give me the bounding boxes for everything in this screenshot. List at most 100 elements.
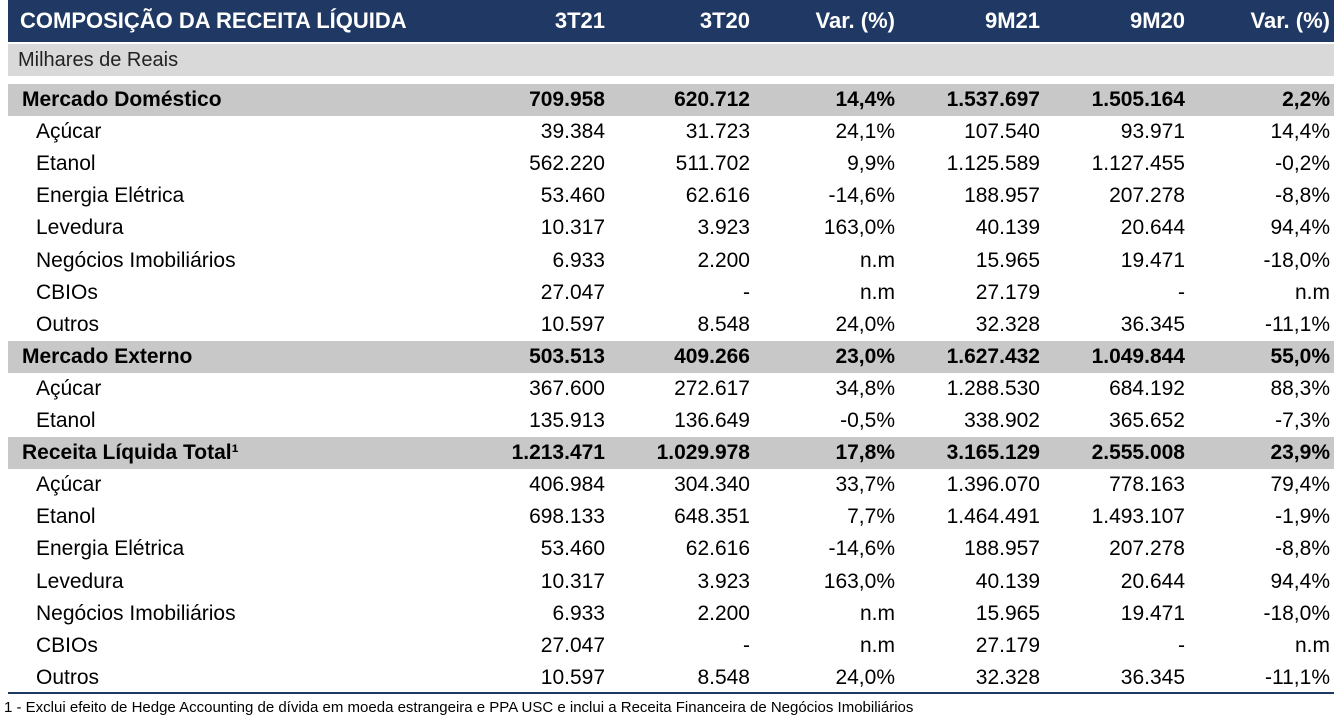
value-cell: -8,8% bbox=[1275, 184, 1330, 208]
value-cell: 272.617 bbox=[674, 376, 750, 400]
value-cell: 9,9% bbox=[847, 152, 895, 176]
item-row: CBIOs 27.047 - n.m 27.179 - n.m bbox=[8, 277, 1334, 309]
value-cell: 27.179 bbox=[975, 633, 1040, 657]
value-cell: 684.192 bbox=[1109, 376, 1185, 400]
value-cell: 6.933 bbox=[552, 248, 605, 272]
value-cell: 10.317 bbox=[540, 216, 605, 240]
value-cell: 10.317 bbox=[540, 569, 605, 593]
value-cell: 33,7% bbox=[835, 473, 895, 497]
item-row: Negócios Imobiliários 6.933 2.200 n.m 15.965… bbox=[8, 598, 1334, 630]
item-row: Etanol 562.220 511.702 9,9% 1.125.589 1.127.4… bbox=[8, 148, 1334, 180]
value-cell: 34,8% bbox=[835, 376, 895, 400]
value-cell: 14,4% bbox=[1270, 120, 1330, 144]
value-cell: 365.652 bbox=[1109, 409, 1185, 433]
value-cell: 163,0% bbox=[823, 216, 895, 240]
footnote: 1 - Exclui efeito de Hedge Accounting de… bbox=[4, 699, 914, 716]
value-cell: 367.600 bbox=[529, 376, 605, 400]
value-cell: 8.548 bbox=[697, 665, 750, 689]
section-label: Mercado Externo bbox=[22, 344, 193, 368]
value-cell: 1.049.844 bbox=[1091, 344, 1185, 368]
value-cell: 32.328 bbox=[975, 312, 1040, 336]
unit-label: Milhares de Reais bbox=[18, 48, 179, 71]
header-cell: 3T21 bbox=[554, 8, 605, 33]
value-cell: 24,0% bbox=[835, 312, 895, 336]
value-cell: 62.616 bbox=[685, 537, 750, 561]
value-cell: 709.958 bbox=[529, 88, 605, 112]
value-cell: 53.460 bbox=[540, 537, 605, 561]
value-cell: -14,6% bbox=[828, 537, 895, 561]
value-cell: 27.047 bbox=[540, 633, 605, 657]
footer-rule bbox=[8, 692, 1334, 694]
value-cell: 53.460 bbox=[540, 184, 605, 208]
value-cell: 1.464.491 bbox=[946, 505, 1040, 529]
value-cell: 94,4% bbox=[1270, 569, 1330, 593]
value-cell: 1.029.978 bbox=[656, 441, 750, 465]
value-cell: n.m bbox=[1294, 280, 1330, 304]
item-row: Açúcar 406.984 304.340 33,7% 1.396.070 778.16… bbox=[8, 469, 1334, 501]
value-cell: 1.627.432 bbox=[946, 344, 1040, 368]
value-cell: 406.984 bbox=[529, 473, 605, 497]
value-cell: 2.200 bbox=[697, 601, 750, 625]
value-cell: -18,0% bbox=[1263, 248, 1330, 272]
value-cell: 207.278 bbox=[1109, 537, 1185, 561]
value-cell: -11,1% bbox=[1265, 312, 1330, 336]
value-cell: 511.702 bbox=[675, 152, 750, 176]
item-label: Etanol bbox=[36, 505, 96, 529]
item-label: Outros bbox=[36, 312, 100, 336]
item-row: Açúcar 367.600 272.617 34,8% 1.288.530 684.19… bbox=[8, 373, 1334, 405]
value-cell: 40.139 bbox=[975, 569, 1040, 593]
value-cell: 163,0% bbox=[823, 569, 895, 593]
item-row: Outros 10.597 8.548 24,0% 32.328 36.345 -11,1% bbox=[8, 309, 1334, 341]
item-row: Etanol 698.133 648.351 7,7% 1.464.491 1.493.1… bbox=[8, 501, 1334, 533]
item-label: Energia Elétrica bbox=[36, 184, 185, 208]
value-cell: n.m bbox=[859, 280, 895, 304]
item-label: Outros bbox=[36, 665, 100, 689]
section-label: Receita Líquida Total¹ bbox=[22, 441, 239, 465]
value-cell: 27.047 bbox=[540, 280, 605, 304]
value-cell: 19.471 bbox=[1120, 248, 1185, 272]
item-label: Energia Elétrica bbox=[36, 537, 185, 561]
section-row: Mercado Doméstico 709.958 620.712 14,4% 1.53… bbox=[8, 84, 1334, 117]
value-cell: 503.513 bbox=[529, 344, 605, 368]
value-cell: 1.125.589 bbox=[946, 152, 1040, 176]
value-cell: 31.723 bbox=[685, 120, 750, 144]
item-label: Negócios Imobiliários bbox=[36, 601, 236, 625]
value-cell: n.m bbox=[859, 601, 895, 625]
value-cell: 23,9% bbox=[1270, 441, 1330, 465]
value-cell: - bbox=[743, 633, 750, 657]
value-cell: 20.644 bbox=[1120, 569, 1185, 593]
value-cell: 93.971 bbox=[1120, 120, 1185, 144]
value-cell: 304.340 bbox=[674, 473, 750, 497]
value-cell: n.m bbox=[859, 248, 895, 272]
value-cell: 648.351 bbox=[674, 505, 750, 529]
value-cell: 3.165.129 bbox=[946, 441, 1040, 465]
value-cell: 3.923 bbox=[697, 569, 750, 593]
value-cell: 188.957 bbox=[964, 184, 1040, 208]
value-cell: 39.384 bbox=[540, 120, 605, 144]
value-cell: 3.923 bbox=[697, 216, 750, 240]
value-cell: 698.133 bbox=[529, 505, 605, 529]
value-cell: -11,1% bbox=[1265, 665, 1330, 689]
value-cell: 6.933 bbox=[552, 601, 605, 625]
value-cell: 2,2% bbox=[1282, 88, 1330, 112]
value-cell: 7,7% bbox=[847, 505, 895, 529]
value-cell: 24,0% bbox=[835, 665, 895, 689]
value-cell: 136.649 bbox=[674, 409, 750, 433]
value-cell: 36.345 bbox=[1120, 312, 1185, 336]
value-cell: 207.278 bbox=[1109, 184, 1185, 208]
value-cell: 36.345 bbox=[1120, 665, 1185, 689]
item-label: Açúcar bbox=[36, 376, 102, 400]
value-cell: -8,8% bbox=[1275, 537, 1330, 561]
value-cell: 23,0% bbox=[835, 344, 895, 368]
item-row: Açúcar 39.384 31.723 24,1% 107.540 93.971 14,4… bbox=[8, 116, 1334, 148]
value-cell: 10.597 bbox=[540, 312, 605, 336]
value-cell: 2.200 bbox=[697, 248, 750, 272]
header-cell: 3T20 bbox=[699, 8, 750, 33]
value-cell: -14,6% bbox=[828, 184, 895, 208]
value-cell: 1.537.697 bbox=[946, 88, 1040, 112]
header-row: COMPOSIÇÃO DA RECEITA LÍQUIDA 3T21 3T20 Var… bbox=[8, 0, 1334, 42]
item-row: Etanol 135.913 136.649 -0,5% 338.902 365.652 -… bbox=[8, 405, 1334, 437]
unit-row: Milhares de Reais bbox=[8, 44, 1334, 76]
section-row: Mercado Externo 503.513 409.266 23,0% 1.627.… bbox=[8, 340, 1334, 373]
